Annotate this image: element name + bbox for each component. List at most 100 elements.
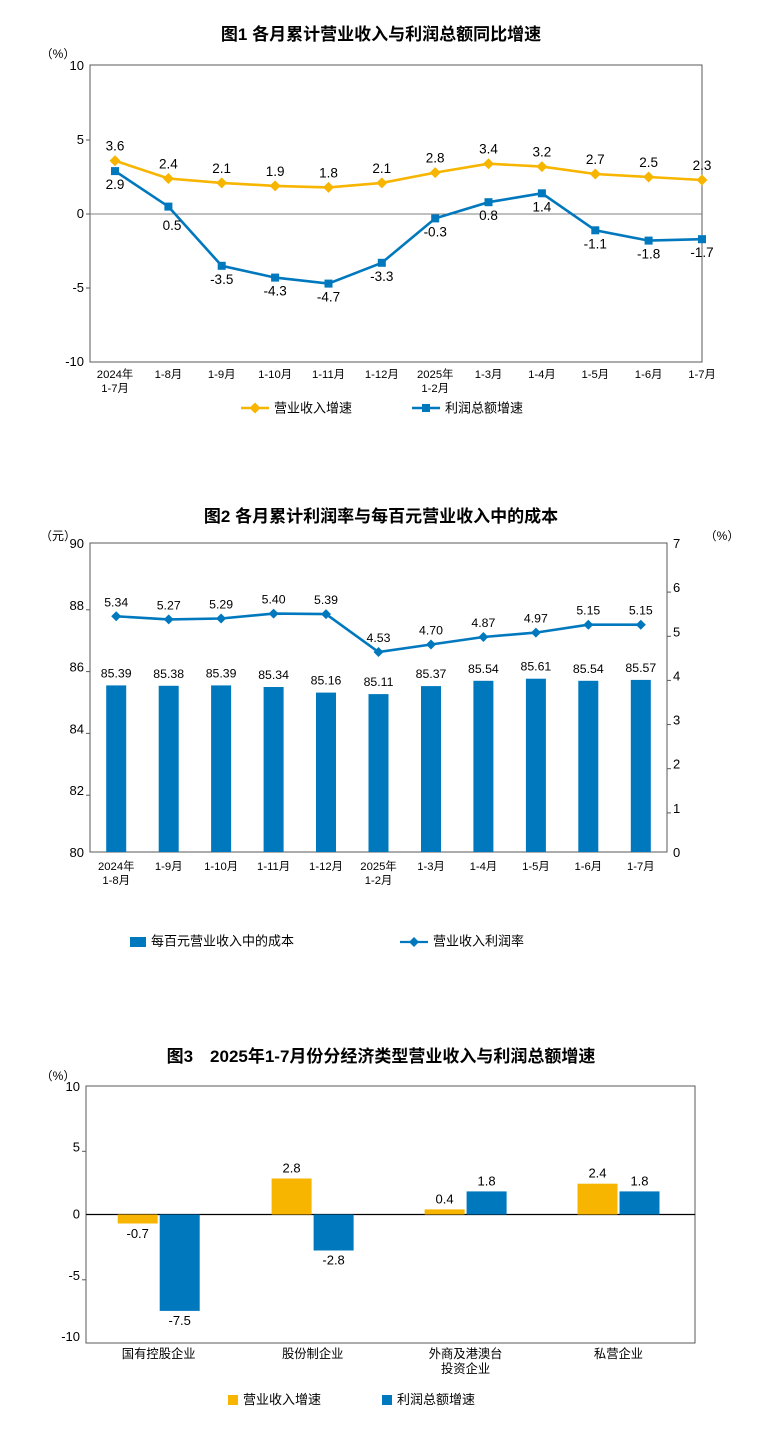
svg-text:1-9月: 1-9月 [155, 861, 183, 873]
svg-text:1-3月: 1-3月 [417, 861, 445, 873]
svg-text:80: 80 [70, 845, 84, 860]
svg-text:-2.8: -2.8 [322, 1253, 344, 1268]
svg-text:85.54: 85.54 [468, 662, 499, 676]
svg-text:2.1: 2.1 [212, 161, 231, 176]
svg-text:85.11: 85.11 [364, 675, 394, 689]
svg-text:5: 5 [73, 1139, 80, 1154]
svg-text:国有控股企业: 国有控股企业 [122, 1346, 196, 1361]
svg-text:1-12月: 1-12月 [309, 861, 343, 873]
svg-text:3.4: 3.4 [479, 142, 498, 157]
svg-text:90: 90 [70, 536, 84, 551]
svg-text:85.61: 85.61 [521, 660, 552, 674]
svg-text:2.7: 2.7 [586, 152, 605, 167]
svg-text:1-7月: 1-7月 [627, 861, 655, 873]
svg-text:利润总额增速: 利润总额增速 [397, 1392, 475, 1407]
svg-text:-1.7: -1.7 [690, 245, 713, 260]
svg-text:1-12月: 1-12月 [365, 369, 399, 381]
svg-text:外商及港澳台: 外商及港澳台 [429, 1346, 503, 1361]
svg-text:1.8: 1.8 [478, 1173, 496, 1188]
svg-text:1-10月: 1-10月 [258, 369, 292, 381]
svg-text:2.9: 2.9 [106, 177, 125, 192]
svg-text:1-8月: 1-8月 [155, 369, 183, 381]
svg-text:-5: -5 [72, 280, 84, 295]
svg-text:-5: -5 [68, 1268, 80, 1283]
svg-text:1-8月: 1-8月 [102, 875, 130, 887]
svg-text:营业收入利润率: 营业收入利润率 [433, 934, 524, 949]
svg-text:10: 10 [70, 58, 84, 73]
svg-text:-3.5: -3.5 [210, 272, 233, 287]
svg-text:利润总额增速: 利润总额增速 [445, 401, 523, 416]
svg-text:-4.7: -4.7 [317, 290, 340, 305]
svg-text:2025年: 2025年 [417, 367, 453, 381]
svg-text:-1.1: -1.1 [584, 236, 607, 251]
svg-text:3.6: 3.6 [106, 139, 125, 154]
svg-text:5.15: 5.15 [576, 604, 600, 618]
svg-text:2024年: 2024年 [98, 859, 134, 873]
svg-text:85.16: 85.16 [311, 674, 342, 688]
svg-text:-7.5: -7.5 [168, 1313, 190, 1328]
svg-text:投资企业: 投资企业 [441, 1361, 490, 1376]
svg-text:5: 5 [673, 624, 680, 639]
svg-text:图3 2025年1-7月份分经济类型营业收入与利润总额增速: 图3 2025年1-7月份分经济类型营业收入与利润总额增速 [167, 1046, 596, 1066]
svg-text:-4.3: -4.3 [263, 284, 286, 299]
svg-text:1.8: 1.8 [319, 165, 338, 180]
svg-text:10: 10 [66, 1079, 80, 1094]
svg-text:88: 88 [70, 598, 84, 613]
svg-text:-10: -10 [65, 354, 84, 369]
svg-text:85.57: 85.57 [625, 661, 656, 675]
svg-text:0: 0 [673, 845, 680, 860]
svg-text:2.1: 2.1 [372, 161, 391, 176]
svg-text:84: 84 [70, 721, 84, 736]
svg-text:1-4月: 1-4月 [528, 369, 556, 381]
svg-text:4.70: 4.70 [419, 624, 443, 638]
svg-text:82: 82 [70, 783, 84, 798]
svg-text:-3.3: -3.3 [370, 269, 393, 284]
svg-text:4.53: 4.53 [367, 631, 391, 645]
svg-text:0: 0 [77, 206, 84, 221]
svg-text:4: 4 [673, 668, 680, 683]
svg-text:6: 6 [673, 580, 680, 595]
svg-text:2025年: 2025年 [360, 859, 396, 873]
svg-text:1-11月: 1-11月 [257, 861, 290, 873]
svg-text:1-9月: 1-9月 [208, 369, 236, 381]
svg-text:7: 7 [673, 536, 680, 551]
svg-text:1-7月: 1-7月 [101, 383, 129, 395]
svg-text:85.39: 85.39 [101, 666, 132, 680]
svg-text:85.54: 85.54 [573, 662, 604, 676]
svg-text:85.34: 85.34 [258, 668, 289, 682]
svg-text:每百元营业收入中的成本: 每百元营业收入中的成本 [151, 934, 294, 949]
svg-text:5: 5 [77, 132, 84, 147]
svg-text:2: 2 [673, 757, 680, 772]
svg-text:2.5: 2.5 [639, 155, 658, 170]
svg-text:0.4: 0.4 [436, 1191, 454, 1206]
svg-text:营业收入增速: 营业收入增速 [243, 1392, 321, 1407]
svg-text:1-7月: 1-7月 [688, 369, 716, 381]
svg-text:85.38: 85.38 [153, 667, 184, 681]
svg-text:1-3月: 1-3月 [475, 369, 503, 381]
svg-text:86: 86 [70, 660, 84, 675]
svg-text:-10: -10 [61, 1329, 80, 1344]
svg-text:图2 各月累计利润率与每百元营业收入中的成本: 图2 各月累计利润率与每百元营业收入中的成本 [204, 506, 558, 526]
svg-text:1-4月: 1-4月 [470, 861, 498, 873]
svg-text:5.15: 5.15 [629, 604, 653, 618]
svg-text:1-6月: 1-6月 [635, 369, 663, 381]
svg-text:3.2: 3.2 [533, 145, 552, 160]
svg-text:营业收入增速: 营业收入增速 [274, 401, 352, 416]
svg-text:2.8: 2.8 [426, 151, 445, 166]
svg-text:85.39: 85.39 [206, 666, 237, 680]
svg-text:1-11月: 1-11月 [312, 369, 345, 381]
svg-text:0: 0 [73, 1207, 80, 1222]
svg-text:1-5月: 1-5月 [522, 861, 550, 873]
svg-text:5.34: 5.34 [104, 595, 128, 609]
svg-text:2.8: 2.8 [283, 1161, 301, 1176]
svg-text:5.29: 5.29 [209, 598, 233, 612]
svg-text:0.5: 0.5 [163, 218, 182, 233]
svg-text:1-2月: 1-2月 [365, 875, 393, 887]
svg-text:-1.8: -1.8 [637, 247, 660, 262]
svg-text:2.4: 2.4 [159, 157, 178, 172]
svg-text:股份制企业: 股份制企业 [282, 1346, 344, 1361]
svg-text:5.27: 5.27 [157, 598, 181, 612]
svg-text:5.40: 5.40 [262, 593, 286, 607]
svg-text:2.3: 2.3 [693, 158, 712, 173]
svg-text:图1 各月累计营业收入与利润总额同比增速: 图1 各月累计营业收入与利润总额同比增速 [221, 24, 541, 44]
